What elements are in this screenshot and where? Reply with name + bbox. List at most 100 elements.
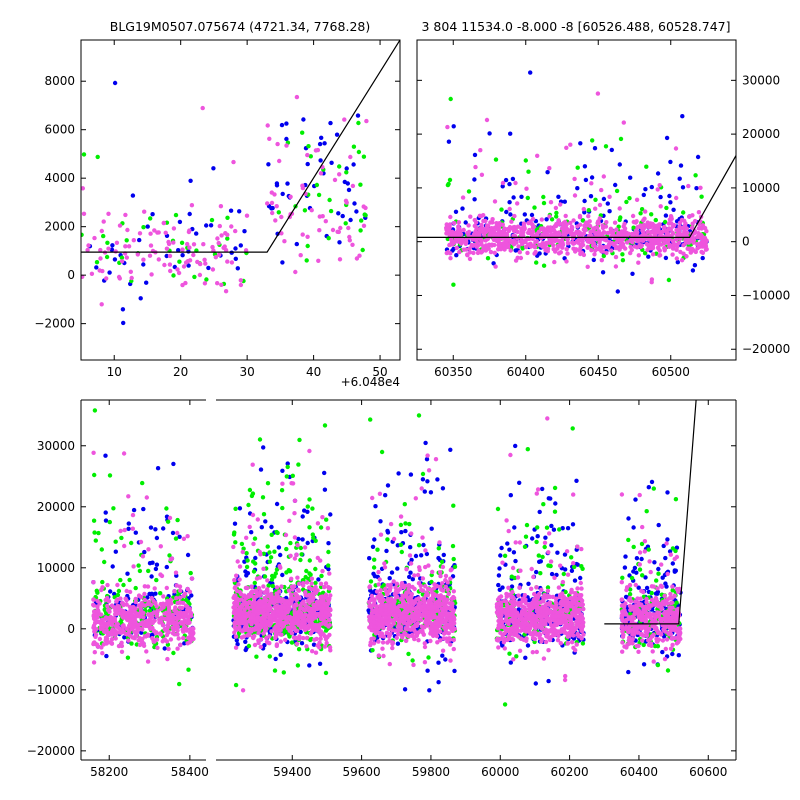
data-point: [167, 253, 173, 259]
data-point: [347, 234, 352, 240]
data-point: [108, 589, 113, 594]
data-point: [192, 274, 197, 280]
data-point: [592, 146, 598, 151]
data-point: [318, 158, 323, 163]
data-point: [398, 522, 404, 528]
data-point: [270, 205, 275, 211]
data-point: [114, 240, 120, 245]
data-point: [98, 247, 103, 253]
data-point: [304, 644, 309, 649]
data-point: [146, 612, 151, 617]
data-point: [155, 645, 160, 650]
data-point: [135, 622, 140, 627]
data-point: [334, 132, 340, 137]
data-point: [329, 160, 334, 165]
data-point: [595, 91, 601, 96]
data-point: [513, 558, 518, 564]
data-point: [209, 217, 215, 223]
data-point: [399, 530, 404, 535]
data-point: [101, 233, 106, 239]
data-point: [543, 535, 548, 540]
data-point: [294, 641, 300, 647]
data-point: [679, 258, 685, 263]
data-point: [178, 642, 183, 648]
data-point: [343, 221, 348, 226]
data-point: [619, 229, 624, 234]
data-point: [700, 255, 705, 261]
data-point: [416, 413, 422, 418]
data-point: [313, 566, 318, 572]
data-point: [273, 656, 278, 662]
data-point: [95, 604, 100, 609]
data-point: [244, 551, 249, 556]
data-point: [216, 240, 221, 246]
data-point: [269, 524, 274, 530]
data-point: [508, 493, 513, 498]
data-point: [178, 588, 183, 593]
data-point: [110, 243, 115, 248]
data-point: [180, 247, 185, 252]
data-point: [573, 249, 578, 254]
data-point: [360, 247, 365, 253]
data-point: [211, 166, 216, 171]
data-point: [676, 653, 681, 658]
data-point: [615, 289, 620, 294]
data-point: [317, 661, 323, 666]
data-point: [106, 246, 111, 251]
data-point: [147, 608, 153, 613]
data-point: [674, 195, 679, 201]
data-point: [677, 176, 682, 181]
data-point: [565, 526, 571, 531]
data-point: [141, 506, 146, 512]
data-point: [592, 252, 597, 257]
data-point: [244, 535, 249, 540]
data-point: [258, 467, 264, 472]
data-point: [452, 239, 457, 244]
data-point: [402, 687, 408, 692]
data-point: [604, 220, 609, 225]
data-point: [649, 479, 655, 485]
panel-top-left-model-line: [81, 40, 400, 253]
data-point: [104, 641, 109, 646]
data-point: [560, 225, 565, 231]
data-point: [299, 552, 304, 557]
data-point: [682, 232, 687, 237]
data-point: [562, 552, 568, 557]
data-point: [634, 556, 640, 561]
data-point: [539, 217, 544, 222]
data-point: [175, 646, 180, 651]
data-point: [363, 205, 368, 211]
data-point: [129, 540, 134, 546]
data-point: [309, 208, 314, 213]
data-point: [650, 252, 656, 257]
data-point: [601, 253, 606, 259]
data-point: [564, 145, 569, 150]
data-point: [175, 267, 180, 272]
data-point: [247, 524, 252, 530]
data-point: [451, 282, 456, 287]
data-point: [276, 545, 282, 550]
data-point: [146, 568, 151, 574]
data-point: [315, 147, 321, 153]
data-point: [506, 228, 512, 233]
data-point: [106, 630, 111, 636]
data-point: [507, 206, 512, 212]
data-point: [275, 530, 280, 536]
data-point: [149, 574, 154, 579]
data-point: [494, 221, 499, 226]
data-point: [165, 519, 171, 524]
data-point: [328, 120, 333, 126]
data-point: [116, 588, 122, 594]
data-point: [591, 257, 596, 263]
data-point: [125, 655, 131, 660]
data-point: [290, 473, 295, 478]
data-point: [318, 581, 324, 586]
data-point: [537, 251, 542, 256]
data-point: [327, 586, 333, 591]
data-point: [113, 249, 118, 254]
data-point: [693, 249, 698, 255]
data-point: [233, 228, 238, 234]
data-point: [637, 567, 643, 572]
data-point: [670, 546, 676, 551]
data-point: [278, 652, 283, 657]
